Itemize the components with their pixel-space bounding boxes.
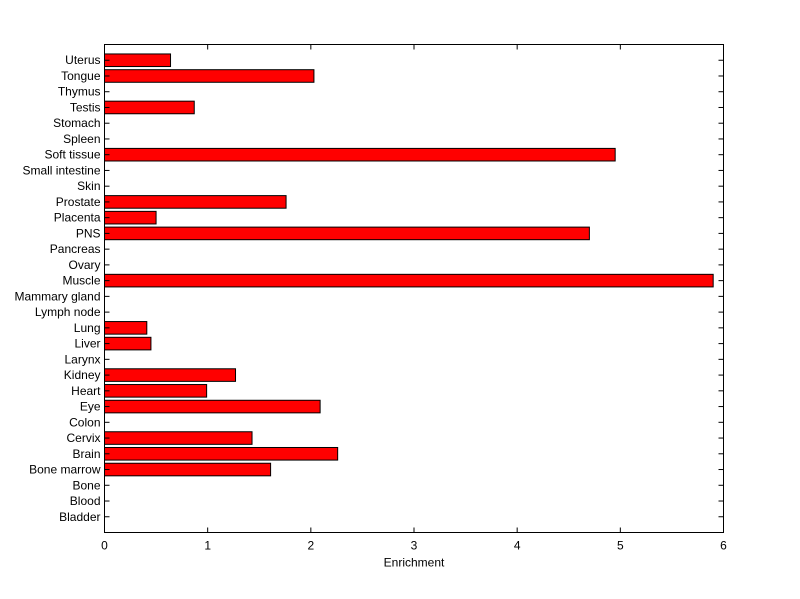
y-tick-label: Pancreas (50, 242, 101, 256)
bar (104, 446, 339, 461)
bar (104, 210, 157, 225)
x-tick-label: 2 (307, 539, 314, 553)
bar (104, 273, 714, 288)
y-tick-label: Small intestine (22, 163, 100, 177)
x-tick-label: 6 (720, 539, 727, 553)
y-tick-label: Soft tissue (44, 148, 100, 162)
bar (104, 195, 287, 209)
bars-group (104, 53, 714, 477)
x-axis-label: Enrichment (384, 556, 445, 570)
y-tick-label: Prostate (56, 195, 101, 209)
y-tick-label: Blood (70, 494, 101, 508)
bar (104, 336, 152, 351)
y-tick-label: PNS (76, 226, 101, 240)
y-tick-label: Heart (71, 384, 101, 398)
y-tick-label: Placenta (54, 211, 101, 225)
x-tick-label: 0 (101, 539, 108, 553)
bar (104, 399, 321, 414)
bar (104, 431, 253, 445)
y-tick-label: Lymph node (35, 305, 101, 319)
y-tick-label: Mammary gland (14, 289, 100, 303)
y-tick-label: Brain (72, 447, 100, 461)
y-tick-label: Tongue (61, 69, 101, 83)
y-tick-label: Colon (69, 415, 100, 429)
y-tick-label: Muscle (62, 274, 100, 288)
bar (104, 53, 172, 68)
bar (104, 321, 148, 335)
bar (104, 226, 590, 241)
y-tick-label: Cervix (66, 431, 100, 445)
y-tick-label: Eye (80, 400, 101, 414)
y-tick-label: Uterus (65, 53, 100, 67)
y-tick-label: Kidney (64, 368, 101, 382)
y-tick-label: Skin (77, 179, 100, 193)
y-tick-label: Lung (74, 321, 101, 335)
bar (104, 384, 208, 398)
bar (104, 69, 315, 83)
x-tick-labels: 0 1 2 3 4 5 6 (101, 539, 727, 553)
bar (104, 147, 616, 162)
y-tick-label: Spleen (63, 132, 100, 146)
bar (104, 462, 272, 477)
bar (104, 100, 195, 115)
y-tick-label: Ovary (68, 258, 100, 272)
bar (104, 368, 237, 382)
x-tick-label: 3 (411, 539, 418, 553)
y-tick-label: Bladder (59, 510, 100, 524)
ticks-group (104, 44, 724, 533)
y-tick-label: Liver (74, 337, 100, 351)
y-tick-label: Bone (72, 478, 100, 492)
y-tick-label: Bone marrow (29, 463, 101, 477)
y-tick-label: Thymus (58, 85, 101, 99)
y-tick-label: Testis (70, 100, 101, 114)
x-tick-label: 4 (514, 539, 521, 553)
y-tick-label: Larynx (64, 352, 100, 366)
y-tick-label: Stomach (53, 116, 100, 130)
x-tick-label: 5 (617, 539, 624, 553)
x-tick-label: 1 (204, 539, 211, 553)
